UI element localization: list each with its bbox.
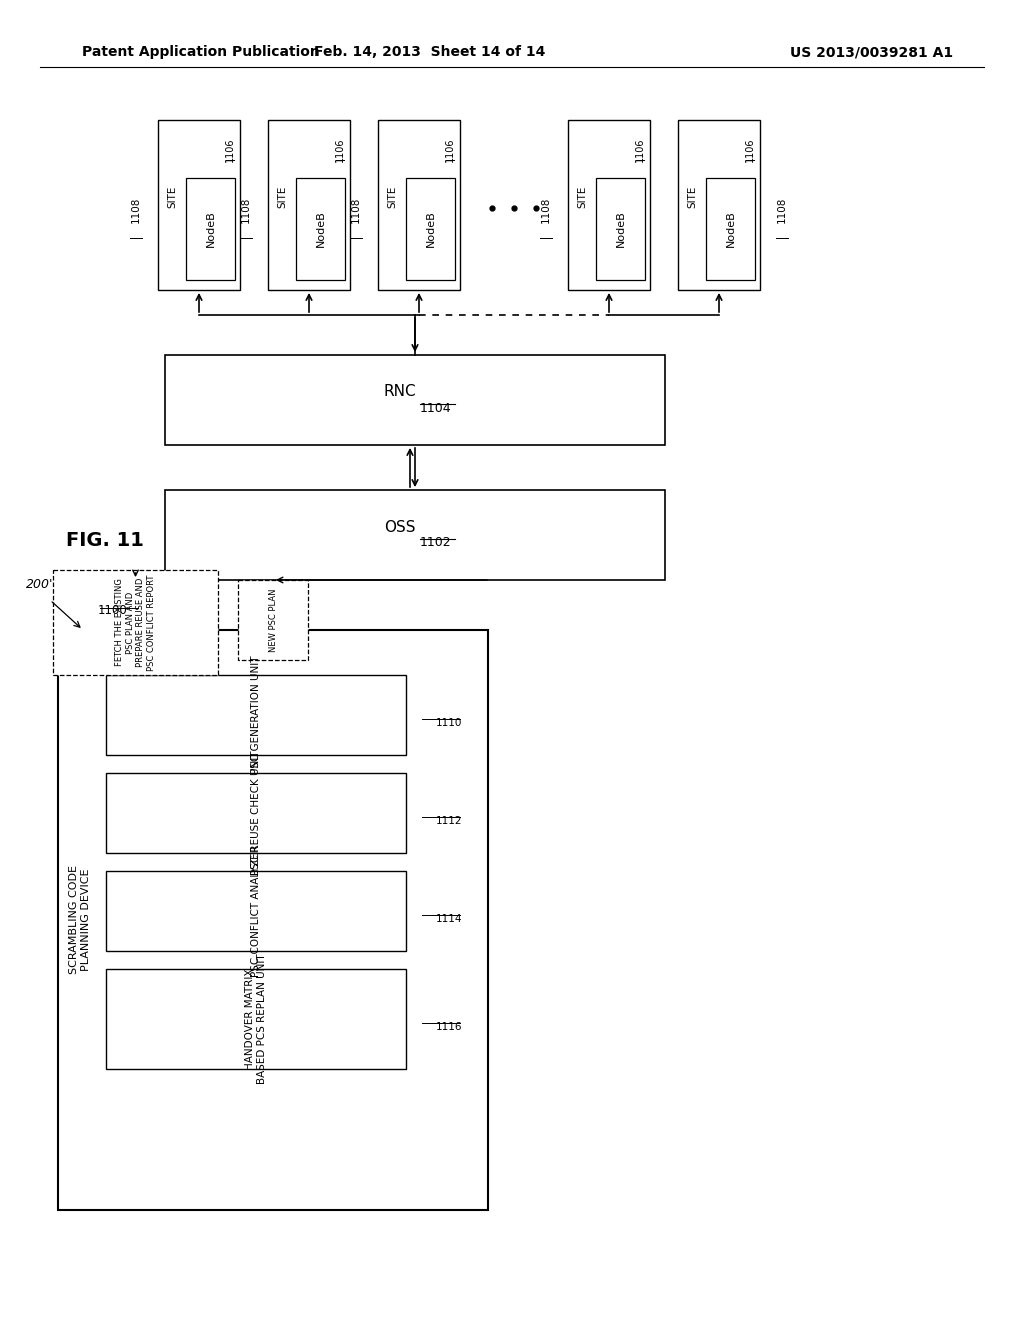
Text: HANDOVER MATRIX
BASED PCS REPLAN UNIT: HANDOVER MATRIX BASED PCS REPLAN UNIT (245, 953, 267, 1084)
Bar (106, 675, 406, 755)
Bar (296, 178, 345, 280)
Bar (406, 178, 455, 280)
Text: NodeB: NodeB (615, 211, 626, 247)
Bar (568, 120, 650, 290)
Text: FIG. 11: FIG. 11 (67, 531, 144, 549)
Text: 1108: 1108 (541, 197, 551, 223)
Text: SITE: SITE (387, 185, 397, 207)
Text: 1112: 1112 (436, 816, 463, 826)
Bar (106, 871, 406, 950)
Text: Patent Application Publication: Patent Application Publication (82, 45, 319, 59)
Text: 1106: 1106 (445, 137, 455, 162)
Text: 1108: 1108 (131, 197, 141, 223)
Bar (58, 630, 488, 1210)
Bar (165, 490, 665, 579)
Text: PSC CONFLICT ANALYZER: PSC CONFLICT ANALYZER (251, 845, 261, 977)
Bar (106, 969, 406, 1069)
Text: 200': 200' (27, 578, 53, 591)
Text: NEW PSC PLAN: NEW PSC PLAN (268, 589, 278, 652)
Text: 1100: 1100 (98, 603, 128, 616)
Text: SITE: SITE (687, 185, 697, 207)
Text: PSC REUSE CHECK UNIT: PSC REUSE CHECK UNIT (251, 751, 261, 875)
Text: 1114: 1114 (436, 913, 463, 924)
Text: US 2013/0039281 A1: US 2013/0039281 A1 (790, 45, 953, 59)
Bar (186, 178, 234, 280)
Bar (238, 579, 308, 660)
Text: OSS: OSS (384, 520, 416, 535)
Bar (678, 120, 760, 290)
Bar (268, 120, 350, 290)
Text: 1110: 1110 (436, 718, 463, 729)
Bar (378, 120, 460, 290)
Text: SITE: SITE (577, 185, 587, 207)
Text: 1116: 1116 (436, 1022, 463, 1032)
Text: SCRAMBLING CODE
PLANNING DEVICE: SCRAMBLING CODE PLANNING DEVICE (70, 866, 91, 974)
Bar (165, 355, 665, 445)
Bar (53, 570, 218, 675)
Text: 1108: 1108 (241, 197, 251, 223)
Bar (596, 178, 645, 280)
Text: RNC: RNC (384, 384, 417, 400)
Text: SITE: SITE (167, 185, 177, 207)
Text: 1108: 1108 (777, 197, 787, 223)
Bar (158, 120, 240, 290)
Text: 1106: 1106 (335, 137, 345, 162)
Text: NodeB: NodeB (426, 211, 435, 247)
Text: Feb. 14, 2013  Sheet 14 of 14: Feb. 14, 2013 Sheet 14 of 14 (314, 45, 546, 59)
Bar (106, 774, 406, 853)
Text: SITE: SITE (278, 185, 287, 207)
Text: PSC GENERATION UNIT: PSC GENERATION UNIT (251, 656, 261, 775)
Text: 1102: 1102 (419, 536, 451, 549)
Bar (706, 178, 755, 280)
Text: NodeB: NodeB (206, 211, 215, 247)
Text: 1106: 1106 (745, 137, 755, 162)
Text: 1108: 1108 (351, 197, 361, 223)
Text: 1104: 1104 (419, 401, 451, 414)
Text: NodeB: NodeB (315, 211, 326, 247)
Text: 1106: 1106 (635, 137, 645, 162)
Text: NodeB: NodeB (725, 211, 735, 247)
Text: FETCH THE EXISTING
PSC PLAN AND
PREPARE REUSE AND
PSC CONFLICT REPORT: FETCH THE EXISTING PSC PLAN AND PREPARE … (116, 574, 156, 671)
Text: 1106: 1106 (225, 137, 234, 162)
